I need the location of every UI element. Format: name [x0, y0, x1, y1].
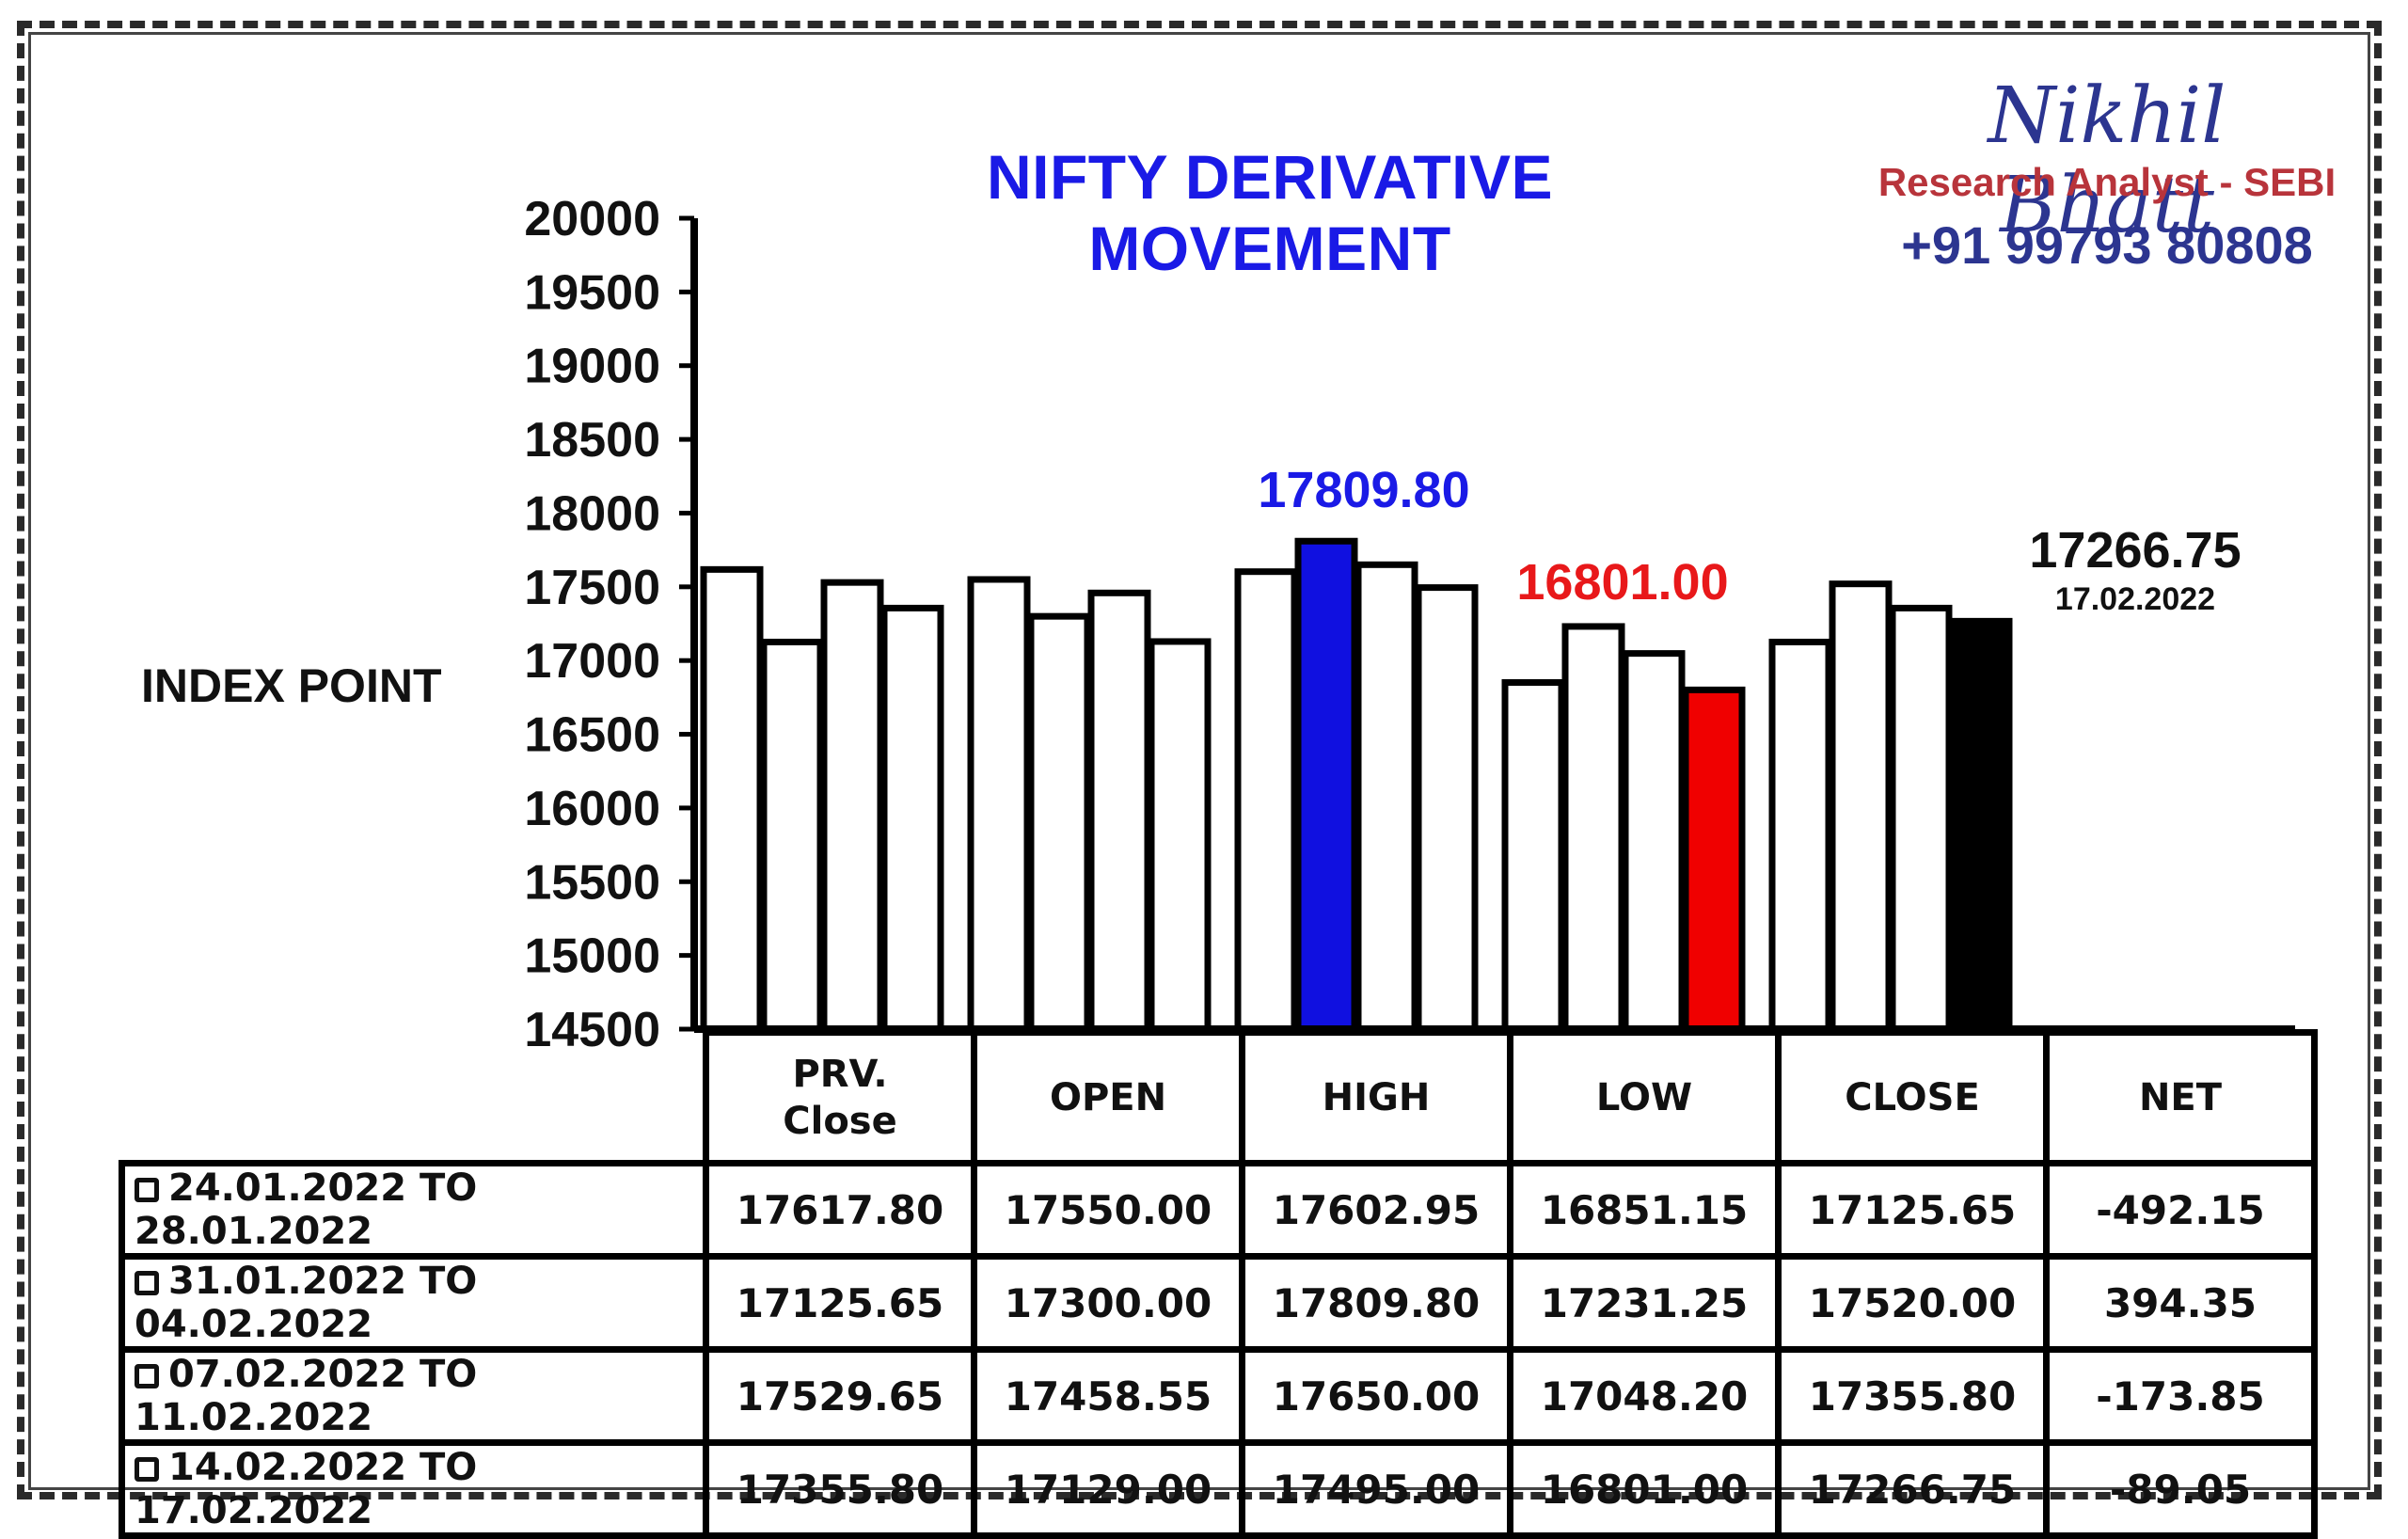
cell: 17125.65: [703, 1253, 977, 1353]
data-table: PRV. Close OPEN HIGH LOW CLOSE NET 24.01…: [119, 1029, 2318, 1539]
bar-prv-close-2: [820, 579, 884, 1033]
bar-low-0: [1501, 679, 1565, 1033]
bar-close-2: [1889, 604, 1953, 1033]
cell: -173.85: [2043, 1346, 2318, 1446]
bar-low-2: [1622, 650, 1686, 1033]
row-label-text: 24.01.2022 TO 28.01.2022: [135, 1166, 478, 1253]
bar-low-3: [1682, 686, 1746, 1033]
cell: 17809.80: [1239, 1253, 1513, 1353]
y-tick-label: 18000: [524, 486, 660, 541]
y-tick-label: 19000: [524, 340, 660, 394]
close-date-annotation: 17.02.2022: [2054, 581, 2216, 617]
table-row: 31.01.2022 TO 04.02.2022 17125.65 17300.…: [119, 1253, 2318, 1353]
legend-square-icon: [135, 1457, 159, 1482]
bar-close-1: [1829, 580, 1893, 1033]
row-label: 07.02.2022 TO 11.02.2022: [119, 1346, 709, 1446]
cell: 17529.65: [703, 1346, 977, 1446]
header-net: NET: [2043, 1029, 2318, 1166]
bar-high-0: [1234, 568, 1298, 1033]
header-low: LOW: [1507, 1029, 1782, 1166]
legend-square-icon: [135, 1271, 159, 1295]
y-tick-label: 19500: [524, 265, 660, 320]
legend-square-icon: [135, 1364, 159, 1388]
header-prv-close: PRV. Close: [703, 1029, 977, 1166]
cell: 17520.00: [1775, 1253, 2050, 1353]
row-label: 31.01.2022 TO 04.02.2022: [119, 1253, 709, 1353]
y-tick-label: 16500: [524, 708, 660, 763]
cell: 17602.95: [1239, 1160, 1513, 1260]
y-tick-label: 16000: [524, 782, 660, 836]
cell: 17231.25: [1507, 1253, 1782, 1353]
brand-name: Nikhil Bhatt: [1988, 71, 2226, 250]
bar-high-3: [1415, 584, 1479, 1033]
row-label-text: 07.02.2022 TO 11.02.2022: [135, 1353, 478, 1439]
bar-prv-close-1: [760, 638, 824, 1033]
bar-open-0: [967, 576, 1031, 1033]
bar-prv-close-3: [880, 604, 944, 1033]
table-header-row: PRV. Close OPEN HIGH LOW CLOSE NET: [122, 1029, 2318, 1166]
y-tick-label: 15500: [524, 855, 660, 910]
y-tick-label: 18500: [524, 413, 660, 468]
bar-open-1: [1027, 612, 1091, 1033]
table-row: 07.02.2022 TO 11.02.2022 17529.65 17458.…: [119, 1346, 2318, 1446]
chart-title: NIFTY DERIVATIVE MOVEMENT: [986, 142, 1554, 283]
bar-high-2: [1354, 561, 1418, 1033]
bar-low-1: [1561, 623, 1625, 1033]
cell: 17355.80: [1775, 1346, 2050, 1446]
y-tick-label: 17000: [524, 634, 660, 689]
bar-close-3: [1949, 617, 2013, 1033]
header-open: OPEN: [971, 1029, 1245, 1166]
row-label-text: 31.01.2022 TO 04.02.2022: [135, 1260, 478, 1346]
high-annotation: 17809.80: [1258, 462, 1470, 518]
y-tick-label: 20000: [524, 192, 660, 246]
cell: 17458.55: [971, 1346, 1245, 1446]
bar-close-0: [1768, 638, 1832, 1033]
cell: 17650.00: [1239, 1346, 1513, 1446]
brand-phone: +91 99793 80808: [1901, 215, 2313, 275]
row-label-text: 14.02.2022 TO 17.02.2022: [135, 1446, 478, 1532]
brand-role: Research Analyst - SEBI: [1877, 160, 2337, 204]
y-tick-label: 14500: [524, 1003, 660, 1057]
close-annotation: 17266.75: [2029, 522, 2242, 579]
header-close: CLOSE: [1775, 1029, 2050, 1166]
bar-prv-close-0: [700, 565, 764, 1033]
y-axis-label: INDEX POINT: [141, 659, 442, 712]
y-tick-label: 17500: [524, 561, 660, 615]
cell: 17550.00: [971, 1160, 1245, 1260]
bar-open-3: [1148, 638, 1212, 1033]
cell: 394.35: [2043, 1253, 2318, 1353]
header-high: HIGH: [1239, 1029, 1513, 1166]
cell: 17300.00: [971, 1253, 1245, 1353]
row-label: 24.01.2022 TO 28.01.2022: [119, 1160, 709, 1260]
cell: 17617.80: [703, 1160, 977, 1260]
cell: 17125.65: [1775, 1160, 2050, 1260]
cell: 16851.15: [1507, 1160, 1782, 1260]
cell: 17048.20: [1507, 1346, 1782, 1446]
bar-open-2: [1087, 589, 1151, 1033]
y-tick-label: 15000: [524, 929, 660, 984]
table-row: 24.01.2022 TO 28.01.2022 17617.80 17550.…: [119, 1160, 2318, 1260]
bar-high-1: [1294, 537, 1358, 1033]
header-blank: [122, 1033, 706, 1164]
legend-square-icon: [135, 1178, 159, 1202]
low-annotation: 16801.00: [1516, 554, 1729, 611]
cell: -492.15: [2043, 1160, 2318, 1260]
